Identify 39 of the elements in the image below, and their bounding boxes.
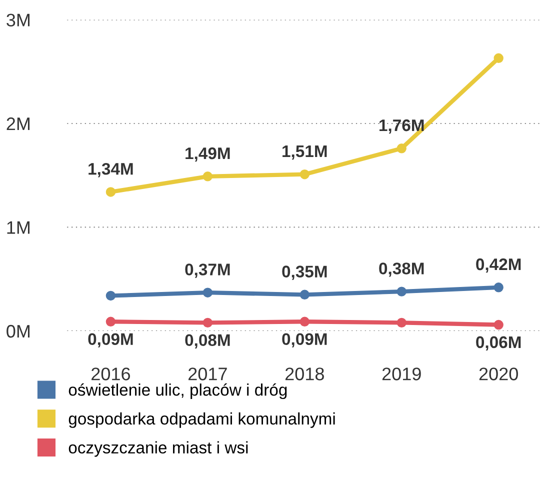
legend-label: oczyszczanie miast i wsi [68, 441, 248, 457]
data-label: 0,06M [476, 336, 521, 351]
y-tick-label: 0M [6, 324, 30, 338]
point [202, 172, 213, 182]
point [494, 282, 504, 292]
data-label: 0,42M [476, 258, 521, 273]
point [106, 316, 116, 327]
legend-label: gospodarka odpadami komunalnymi [68, 412, 335, 428]
data-label: 1,49M [186, 147, 230, 162]
data-label: 1,51M [282, 146, 327, 160]
x-tick-label: 2018 [285, 368, 324, 380]
data-label: 0,35M [282, 266, 327, 280]
data-label: 0,09M [88, 333, 133, 348]
x-tick-label: 2020 [479, 368, 518, 380]
point [106, 290, 116, 301]
y-tick-label: 3M [6, 14, 30, 26]
point [202, 318, 213, 328]
point [300, 290, 310, 300]
legend-label: oświetlenie ulic, placów i dróg [68, 383, 287, 400]
data-label: 1,34M [88, 162, 133, 178]
x-tick-label: 2016 [92, 368, 130, 380]
data-label: 0,09M [282, 333, 327, 348]
x-tick-label: 2017 [188, 368, 227, 380]
data-label: 1,76M [380, 119, 424, 134]
point [494, 53, 504, 64]
point [106, 187, 116, 197]
point [396, 318, 406, 328]
y-tick-label: 2M [6, 117, 30, 130]
point [494, 320, 504, 330]
data-label: 0,37M [185, 264, 230, 278]
point [202, 288, 213, 298]
y-tick-label: 1M [7, 221, 30, 234]
data-label: 0,08M [185, 334, 230, 348]
point [300, 169, 310, 180]
point [396, 144, 406, 154]
x-tick-label: 2019 [382, 368, 421, 380]
point [300, 316, 310, 327]
data-label: 0,38M [379, 262, 424, 277]
point [396, 286, 406, 296]
